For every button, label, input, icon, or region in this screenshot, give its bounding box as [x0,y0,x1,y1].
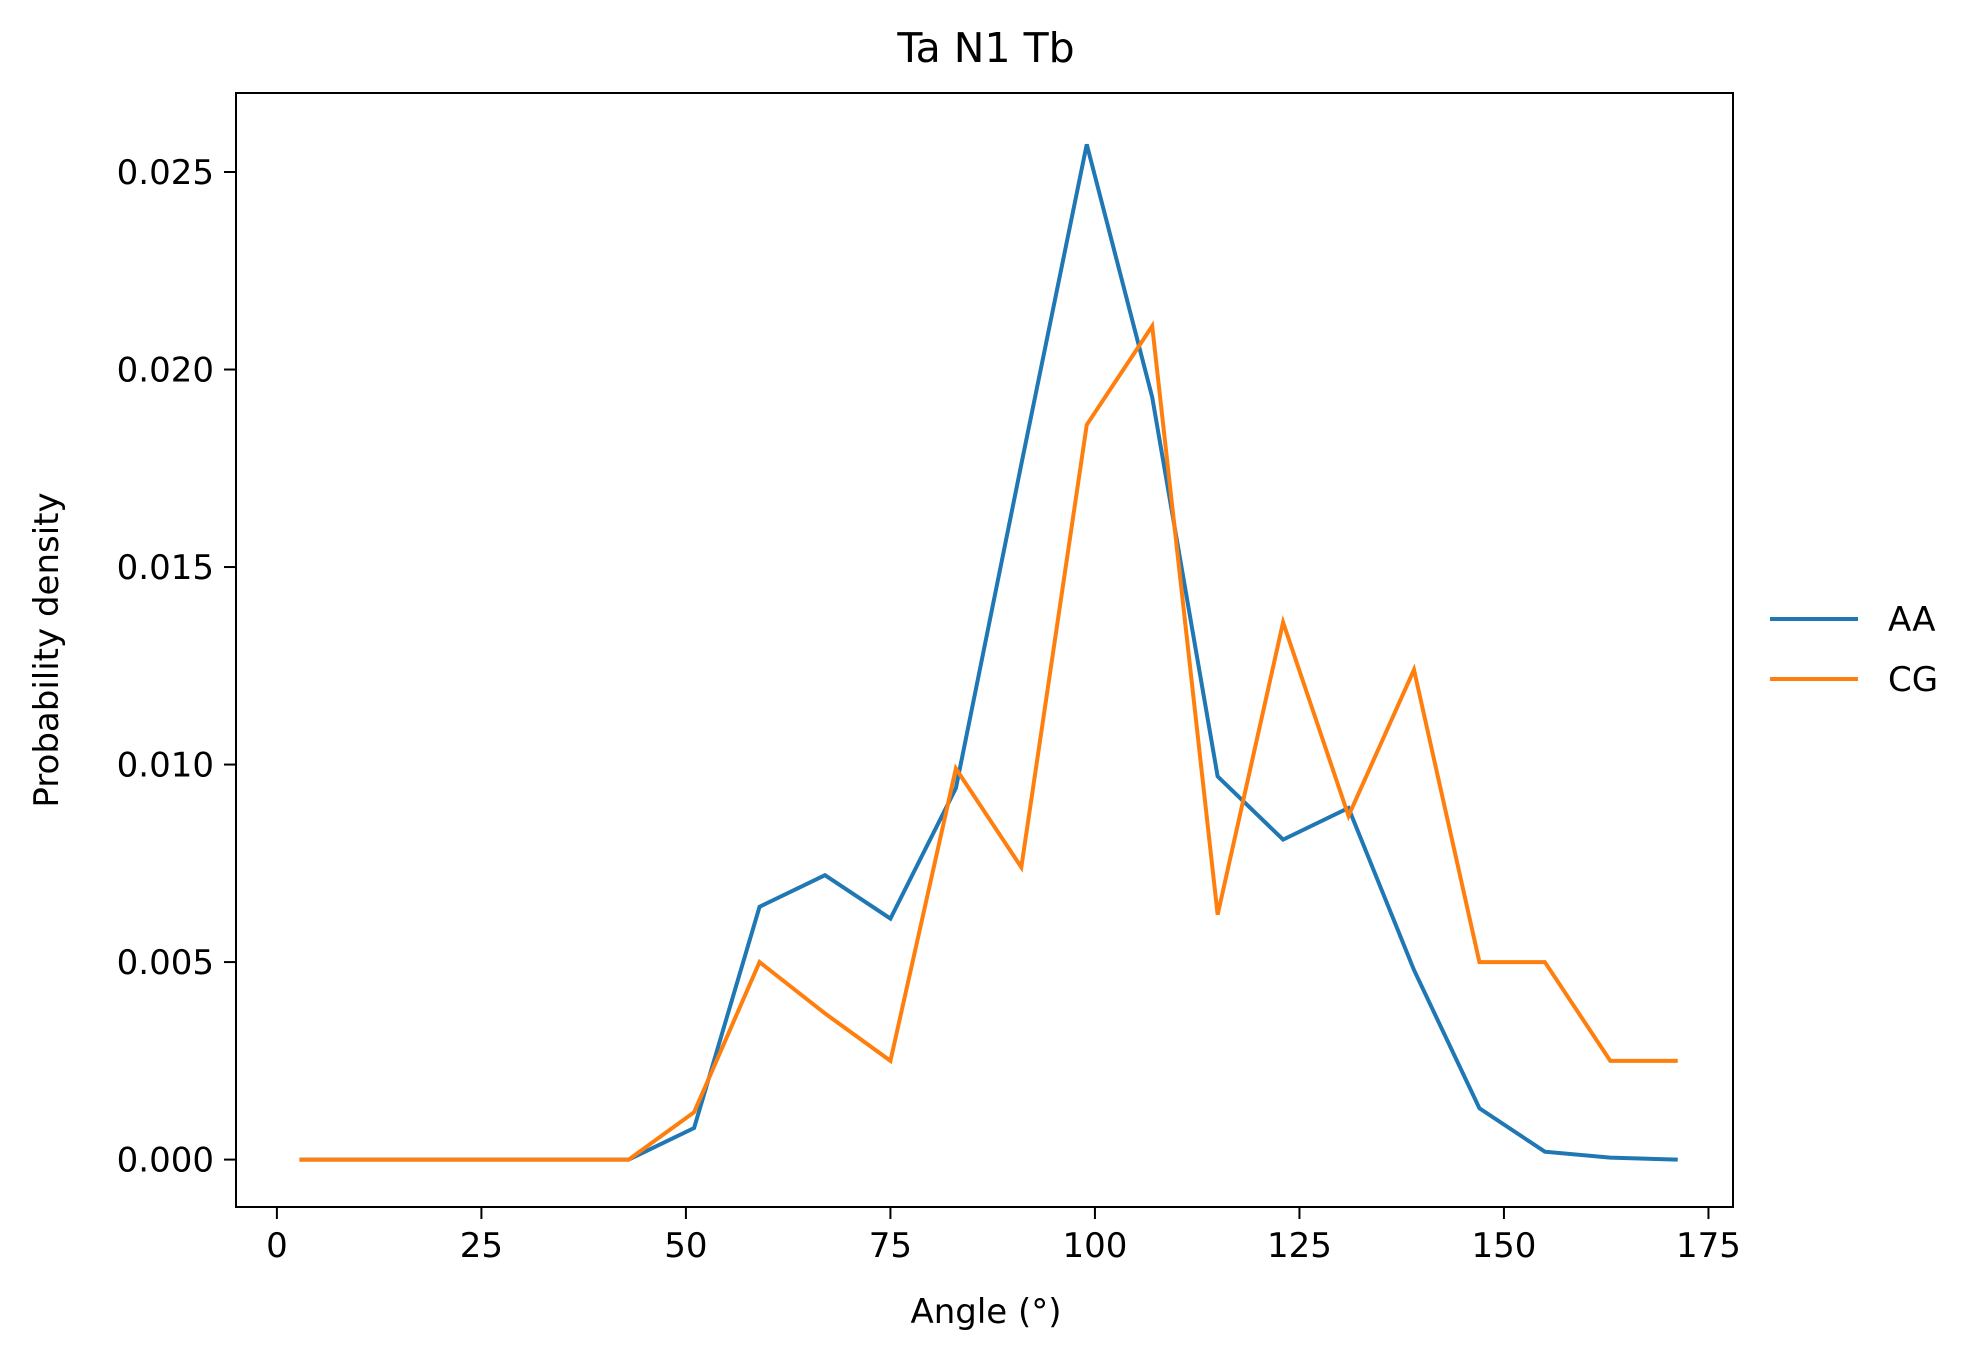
legend-label: CG [1888,660,1938,700]
plot-area [299,143,1678,1162]
y-tick-label: 0.015 [117,548,214,588]
x-tick-label: 0 [266,1226,288,1266]
x-axis-label: Angle (°) [910,1292,1061,1332]
y-axis-label: Probability density [27,492,67,807]
x-tick-label: 100 [1062,1226,1127,1266]
x-tick-label: 25 [460,1226,503,1266]
x-tick-label: 150 [1471,1226,1536,1266]
legend-label: AA [1888,600,1935,640]
y-tick-label: 0.010 [117,746,214,786]
legend: AA CG [1770,600,1938,700]
plot-frame [235,92,1734,1208]
x-tick-label: 50 [664,1226,707,1266]
x-tick-label: 175 [1676,1226,1741,1266]
y-tick-label: 0.005 [117,943,214,983]
chart-title: Ta N1 Tb [896,24,1074,72]
x-tick-label: 75 [869,1226,912,1266]
y-tick-label: 0.020 [117,351,214,391]
x-tick-label: 125 [1267,1226,1332,1266]
legend-entry-cg: CG [1770,660,1938,700]
axes: 0 25 50 75 100 125 150 175 0.000 0.005 0.010 0.015 0… [117,92,1741,1266]
y-tick-label: 0.025 [117,153,214,193]
y-tick-label: 0.000 [117,1141,214,1181]
series-line-cg [299,320,1678,1162]
legend-entry-aa: AA [1770,600,1935,640]
